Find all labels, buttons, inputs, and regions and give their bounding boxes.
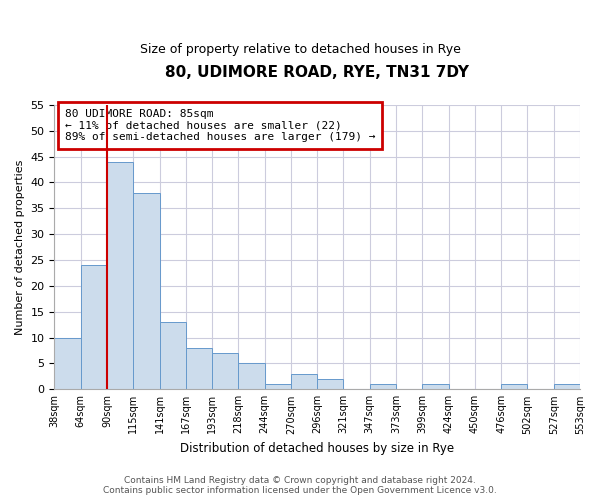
- Bar: [186, 348, 212, 390]
- Bar: [160, 322, 186, 390]
- Bar: [212, 353, 238, 390]
- Title: 80, UDIMORE ROAD, RYE, TN31 7DY: 80, UDIMORE ROAD, RYE, TN31 7DY: [165, 65, 469, 80]
- Bar: [422, 384, 449, 390]
- Text: 80 UDIMORE ROAD: 85sqm
← 11% of detached houses are smaller (22)
89% of semi-det: 80 UDIMORE ROAD: 85sqm ← 11% of detached…: [65, 109, 376, 142]
- Bar: [133, 192, 160, 390]
- Bar: [265, 384, 291, 390]
- Bar: [291, 374, 317, 390]
- Bar: [501, 384, 527, 390]
- Bar: [238, 364, 265, 390]
- Bar: [107, 162, 133, 390]
- Text: Contains HM Land Registry data © Crown copyright and database right 2024.
Contai: Contains HM Land Registry data © Crown c…: [103, 476, 497, 495]
- Bar: [55, 338, 80, 390]
- Bar: [554, 384, 580, 390]
- X-axis label: Distribution of detached houses by size in Rye: Distribution of detached houses by size …: [180, 442, 454, 455]
- Bar: [80, 265, 107, 390]
- Bar: [370, 384, 396, 390]
- Y-axis label: Number of detached properties: Number of detached properties: [15, 160, 25, 334]
- Text: Size of property relative to detached houses in Rye: Size of property relative to detached ho…: [140, 42, 460, 56]
- Bar: [317, 379, 343, 390]
